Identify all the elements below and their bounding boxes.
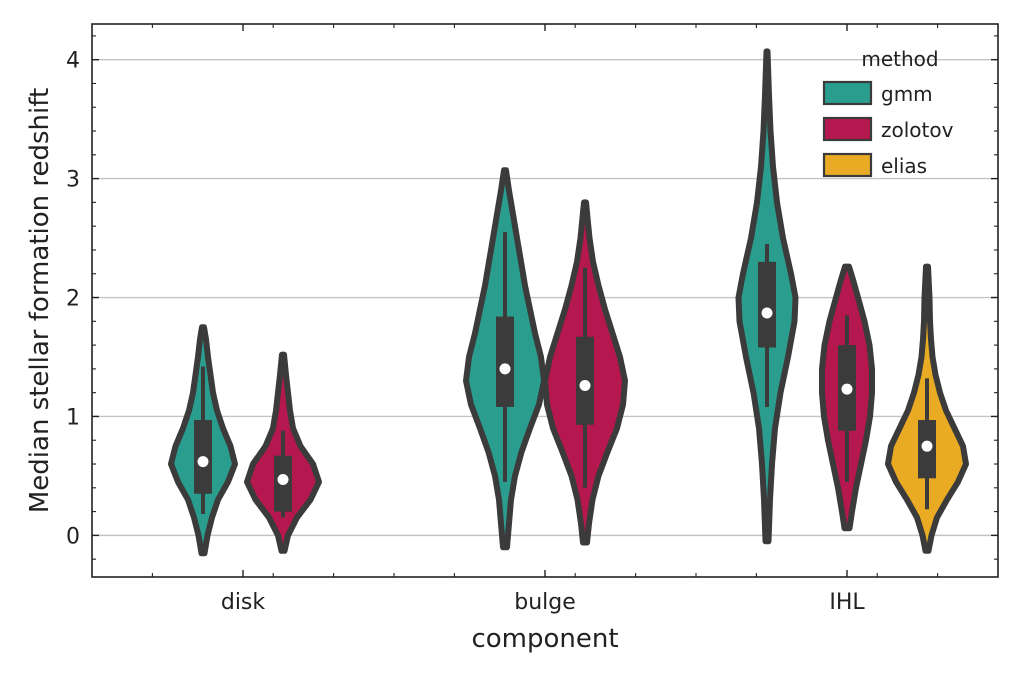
violin-zolotov-disk (244, 351, 322, 554)
violins (168, 48, 969, 557)
violin-median-point (579, 380, 591, 392)
legend-swatch-elias (822, 152, 873, 178)
x-tick-label: bulge (514, 590, 576, 615)
violin-median-point (761, 307, 773, 319)
legend-entry-zolotov: zolotov (881, 118, 954, 142)
plot-frame (91, 23, 999, 578)
violin-median-point (277, 473, 289, 485)
violin-iqr-box (758, 261, 776, 348)
violin-zolotov-ihl (819, 263, 875, 532)
y-tick-label: 0 (66, 524, 80, 549)
y-tick-label: 3 (66, 168, 80, 193)
legend-entry-gmm: gmm (881, 82, 933, 106)
violin-gmm-bulge (463, 167, 547, 551)
violin-median-point (921, 440, 933, 452)
violin-iqr-box (496, 316, 514, 407)
legend: method gmm zolotov elias (822, 47, 954, 178)
legend-entry-elias: elias (881, 154, 927, 178)
y-tick-label: 4 (66, 49, 80, 74)
violin-zolotov-bulge (542, 199, 628, 546)
violin-gmm-ihl (735, 48, 799, 545)
y-tick-label: 2 (66, 287, 80, 312)
violin-gmm-disk (168, 324, 238, 557)
x-tick-label: disk (221, 590, 266, 615)
legend-swatch-zolotov (822, 116, 873, 142)
x-axis-label: component (471, 624, 618, 654)
x-tick-label: IHL (829, 590, 865, 615)
violin-median-point (841, 383, 853, 395)
legend-swatch-gmm (822, 80, 873, 106)
legend-title: method (861, 47, 938, 71)
y-axis-label: Median stellar formation redshift (25, 88, 55, 513)
y-tick-label: 1 (66, 405, 80, 430)
axis-ticks: 0 1 2 3 4 disk bulge IHL (66, 24, 998, 615)
violin-elias-ihl (885, 263, 969, 554)
violin-median-point (197, 456, 209, 468)
violin-median-point (499, 363, 511, 375)
